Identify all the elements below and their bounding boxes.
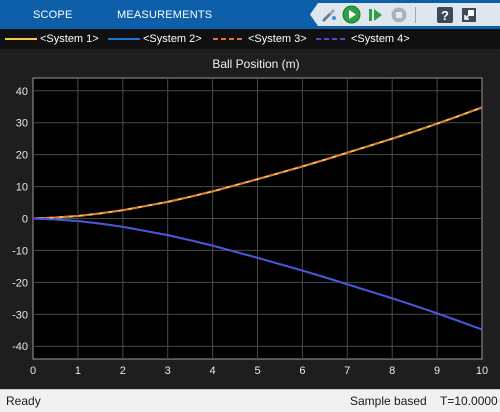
legend-swatch-system-3	[213, 38, 245, 40]
stop-icon[interactable]	[388, 3, 409, 26]
ball-position-chart[interactable]: Ball Position (m) 0 1 2 3 4 5 6 7 8 9 10403020100-…	[0, 49, 500, 389]
legend-item-system-4[interactable]: <System 4>	[316, 29, 410, 49]
legend-item-system-3[interactable]: <System 3>	[213, 29, 307, 49]
x-tick-label: 7	[344, 365, 350, 377]
y-tick-label: 10	[16, 182, 28, 194]
tab-measurements[interactable]: MEASUREMENTS	[117, 9, 213, 21]
plot-area: Ball Position (m) 0 1 2 3 4 5 6 7 8 9 10 40 30 20 10 0-…	[0, 49, 500, 389]
legend-swatch-system-4	[316, 38, 348, 40]
legend-item-system-1[interactable]: <System 1>	[5, 29, 99, 49]
run-icon[interactable]	[341, 3, 362, 26]
tab-scope[interactable]: SCOPE	[33, 9, 73, 21]
undock-icon[interactable]	[458, 3, 479, 26]
x-tick-label: 3	[165, 365, 171, 377]
brush-icon[interactable]	[318, 3, 339, 26]
y-tick-label: 0	[22, 214, 28, 226]
x-tick-label: 4	[210, 365, 216, 377]
legend-item-system-2[interactable]: <System 2>	[108, 29, 202, 49]
legend-swatch-system-1	[5, 38, 37, 40]
legend-label-system-2: <System 2>	[143, 33, 202, 45]
x-tick-label: 0	[30, 365, 36, 377]
legend-label-system-3: <System 3>	[248, 33, 307, 45]
y-tick-label: 40	[16, 86, 28, 98]
y-tick-label: 20	[16, 150, 28, 162]
grid	[33, 78, 482, 359]
y-tick-label: -20	[12, 277, 28, 289]
tick-labels: 0 1 2 3 4 5 6 7 8 9 10 40 30 20 10 0 -10 -20 -30 -40	[12, 86, 488, 377]
chart-title: Ball Position (m)	[212, 57, 299, 71]
series-lines	[32, 106, 483, 331]
x-tick-label: 9	[434, 365, 440, 377]
y-tick-label: -40	[12, 341, 28, 353]
legend-label-system-4: <System 4>	[351, 33, 410, 45]
x-tick-label: 6	[299, 365, 305, 377]
x-tick-label: 1	[75, 365, 81, 377]
legend-swatch-system-2	[108, 38, 140, 40]
status-bar: Ready Sample based T=10.0000	[0, 389, 500, 412]
status-ready: Ready	[6, 394, 41, 408]
legend: <System 1> <System 2> <System 3> <System…	[0, 29, 500, 49]
x-tick-label: 10	[476, 365, 488, 377]
y-tick-label: -30	[12, 309, 28, 321]
y-tick-label: 30	[16, 118, 28, 130]
legend-label-system-1: <System 1>	[40, 33, 99, 45]
series-line-system-3	[32, 106, 483, 220]
help-icon[interactable]: ?	[434, 3, 455, 26]
toolbar-separator	[415, 7, 416, 23]
status-sim-time: T=10.0000	[440, 394, 498, 408]
status-sample-mode: Sample based	[350, 394, 427, 408]
svg-text:?: ?	[441, 8, 449, 23]
x-tick-label: 8	[389, 365, 395, 377]
step-forward-icon[interactable]	[364, 3, 385, 26]
series-line-system-4	[32, 217, 483, 331]
x-tick-label: 2	[120, 365, 126, 377]
y-tick-label: -10	[12, 245, 28, 257]
x-tick-label: 5	[254, 365, 260, 377]
toolstrip: SCOPE MEASUREMENTS	[0, 0, 500, 29]
